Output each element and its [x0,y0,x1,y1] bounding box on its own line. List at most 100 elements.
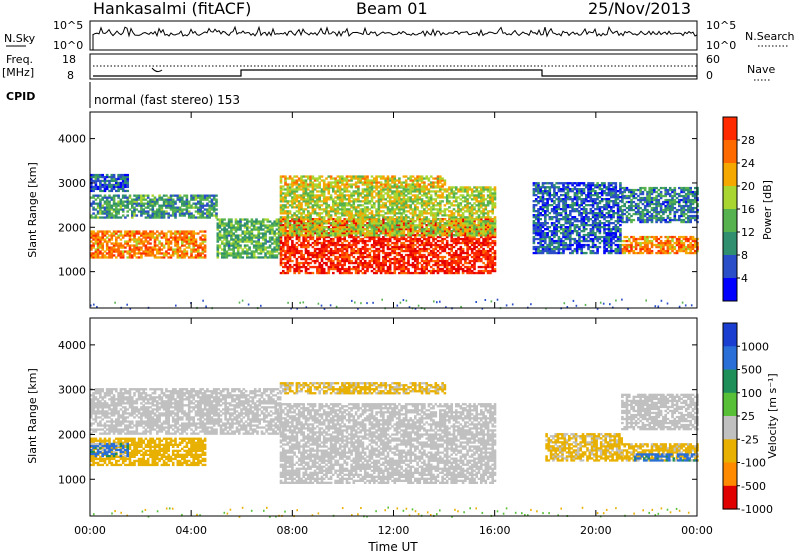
echo-cell [293,192,296,195]
echo-cell [461,196,465,199]
echo-cell [199,216,202,219]
echo-cell [255,246,258,249]
echo-cell [400,257,403,261]
echo-cell [108,204,111,207]
echo-cell [271,252,274,255]
echo-cell [190,238,193,241]
echo-cell [445,194,449,197]
echo-cell [117,212,120,215]
echo-cell [357,261,360,265]
echo-cell [266,240,270,243]
echo-cell [461,186,465,189]
echo-cell [457,271,460,275]
echo-cell [273,230,276,233]
echo-cell [121,236,125,239]
echo-cell [300,218,303,221]
echo-cell [284,196,287,199]
echo-cell [112,246,116,249]
echo-cell [341,200,344,203]
echo-cell [393,200,397,203]
echo-cell [99,246,102,249]
echo-cell [338,249,342,253]
echo-cell [171,208,175,211]
echo-cell [345,230,349,233]
echo-cell [466,235,469,239]
echo-cell [153,204,157,207]
echo-cell [313,261,317,265]
echo-cell [345,220,349,223]
echo-cell [99,204,102,207]
echo-cell [432,255,435,259]
echo-cell [429,265,433,269]
echo-cell [434,241,438,245]
echo-cell [336,239,340,243]
echo-cell [395,226,399,229]
echo-cell [432,224,435,227]
echo-cell [322,190,326,193]
echo-cell [341,224,344,227]
echo-cell [436,202,440,205]
echo-cell [252,246,256,249]
echo-cell [302,194,305,197]
echo-cell [350,232,353,235]
echo-cell [334,265,337,269]
echo-cell [282,253,285,257]
echo-cell [375,232,378,235]
echo-cell [297,194,301,197]
echo-cell [425,204,428,207]
echo-cell [461,255,465,259]
echo-cell [282,245,285,249]
echo-cell [439,269,442,273]
echo-cell [398,259,401,263]
echo-cell [350,251,353,255]
echo-cell [151,248,155,251]
echo-cell [322,234,326,237]
echo-cell [178,248,182,251]
echo-cell [363,208,367,211]
echo-cell [288,190,292,193]
echo-cell [215,202,218,205]
echo-cell [304,214,308,217]
echo-cell [439,204,442,207]
echo-cell [286,214,290,217]
echo-cell [400,204,403,207]
echo-cell [341,226,344,229]
echo-cell [311,245,315,249]
echo-cell [418,237,422,241]
echo-cell [92,246,95,249]
echo-cell [411,245,415,249]
echo-cell [311,196,315,199]
echo-cell [264,234,267,237]
echo-cell [457,253,460,257]
echo-cell [386,265,390,269]
echo-cell [441,188,444,191]
echo-cell [320,218,324,221]
echo-cell [450,224,453,227]
echo-cell [105,212,109,215]
echo-cell [302,226,305,229]
echo-cell [375,271,378,275]
echo-cell [368,247,372,251]
echo-cell [352,206,356,209]
echo-cell [368,230,372,233]
echo-cell [255,222,258,225]
echo-cell [345,267,349,271]
echo-cell [332,208,335,211]
echo-cell [183,240,186,243]
echo-cell [388,232,392,235]
echo-cell [418,226,422,229]
echo-cell [142,234,145,237]
echo-cell [223,224,226,227]
echo-cell [354,224,358,227]
echo-cell [255,236,258,239]
echo-cell [414,200,417,203]
echo-cell [271,222,274,225]
echo-cell [187,204,191,207]
echo-cell [432,239,435,243]
echo-cell [110,198,114,201]
echo-cell [427,208,431,211]
echo-cell [423,192,426,195]
echo-cell [246,254,249,257]
echo-cell [216,226,220,229]
echo-cell [146,234,150,237]
